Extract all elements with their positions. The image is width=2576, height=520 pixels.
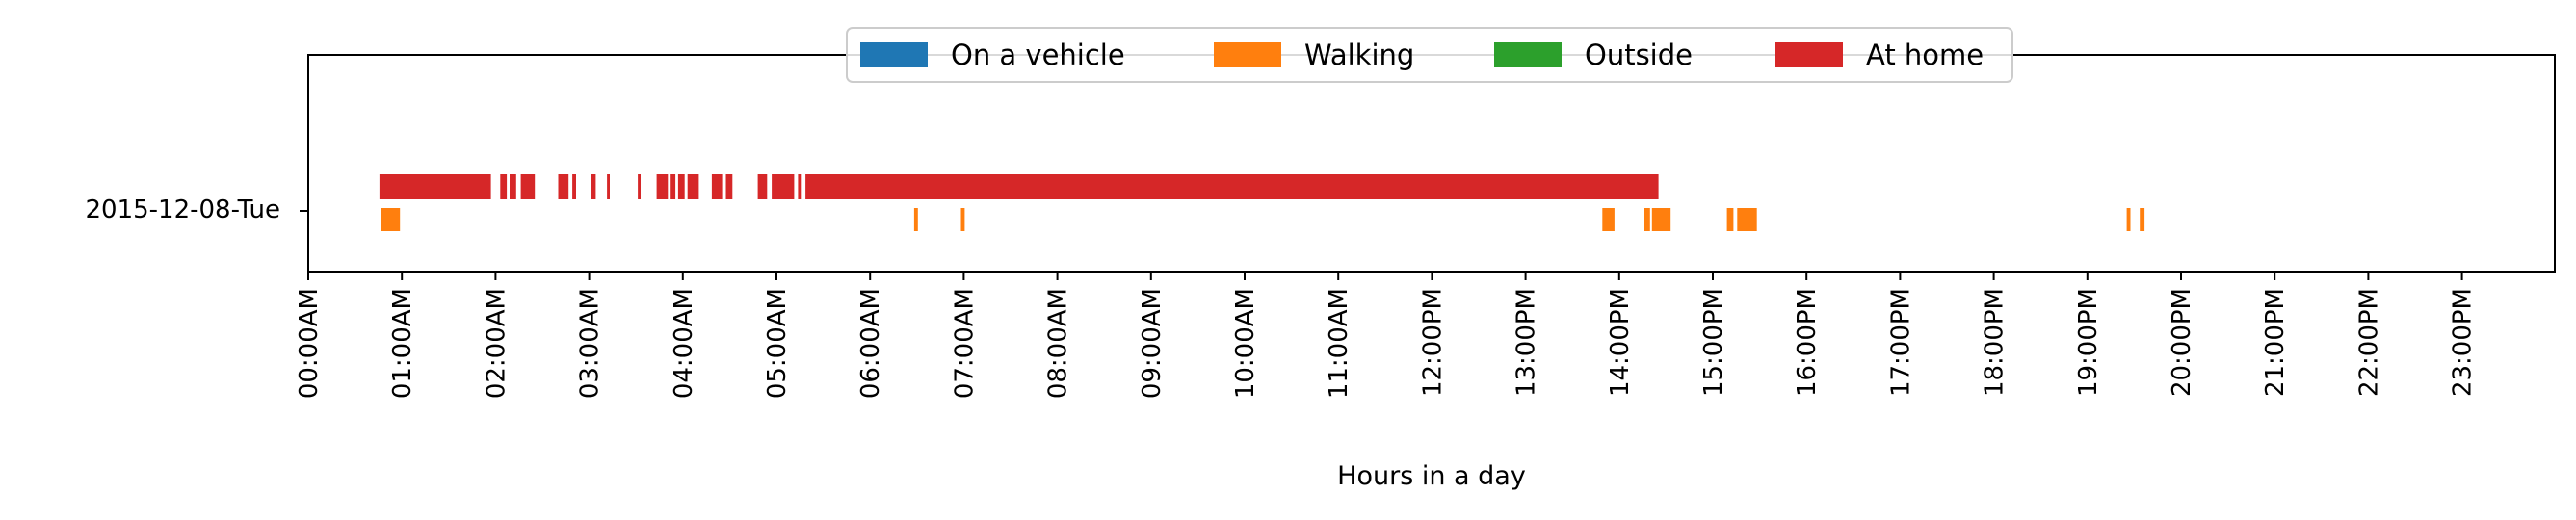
- x-tick-label: 14:00PM: [1606, 288, 1635, 397]
- at-home-segment: [725, 174, 733, 199]
- x-tick-label: 12:00PM: [1418, 288, 1447, 397]
- at-home-segment: [711, 174, 723, 199]
- legend: On a vehicle Walking Outside At home: [846, 27, 2013, 83]
- x-tick-label: 20:00PM: [2168, 288, 2196, 397]
- at-home-segment: [500, 174, 508, 199]
- legend-label-walking: Walking: [1304, 39, 1414, 71]
- at-home-segment: [591, 174, 596, 199]
- x-tick-label: 11:00AM: [1325, 288, 1354, 399]
- x-tick-label: 15:00PM: [1699, 288, 1728, 397]
- x-tick-label: 06:00AM: [856, 288, 885, 399]
- at-home-segment: [510, 174, 516, 199]
- legend-label-on-a-vehicle: On a vehicle: [951, 39, 1125, 71]
- legend-swatch-on-a-vehicle: [860, 42, 928, 67]
- legend-label-outside: Outside: [1585, 39, 1693, 71]
- legend-swatch-outside: [1494, 42, 1562, 67]
- x-tick-label: 21:00PM: [2261, 288, 2290, 397]
- walking-segment: [2126, 208, 2131, 231]
- x-tick-label: 03:00AM: [576, 288, 605, 399]
- at-home-segment: [670, 174, 676, 199]
- x-tick-label: 23:00PM: [2449, 288, 2478, 397]
- x-axis: 00:00AM 01:00AM 02:00AM 03:00AM 04:00AM 05:00…: [295, 272, 2478, 399]
- walking-segment: [1602, 208, 1615, 231]
- plot-frame: [307, 54, 2556, 273]
- at-home-segment: [656, 174, 669, 199]
- walking-segment: [2140, 208, 2145, 231]
- legend-swatch-at-home: [1775, 42, 1843, 67]
- at-home-segment: [798, 174, 802, 199]
- x-tick-label: 17:00PM: [1886, 288, 1915, 397]
- at-home-segment: [805, 174, 1659, 199]
- at-home-segment: [379, 174, 491, 199]
- legend-swatch-walking: [1214, 42, 1281, 67]
- x-tick-label: 16:00PM: [1793, 288, 1822, 397]
- walking-segment: [1726, 208, 1734, 231]
- chart-bars: [379, 174, 2145, 231]
- x-tick-label: 13:00PM: [1512, 288, 1541, 397]
- x-tick-label: 08:00AM: [1044, 288, 1073, 399]
- at-home-segment: [677, 174, 685, 199]
- at-home-segment: [757, 174, 768, 199]
- walking-segment: [1651, 208, 1671, 231]
- at-home-segment: [638, 174, 641, 199]
- x-tick-label: 00:00AM: [295, 288, 324, 399]
- x-tick-label: 10:00AM: [1231, 288, 1260, 399]
- at-home-segment: [687, 174, 699, 199]
- at-home-segment: [607, 174, 610, 199]
- at-home-segment: [772, 174, 795, 199]
- legend-label-at-home: At home: [1866, 39, 1984, 71]
- x-tick-label: 18:00PM: [1981, 288, 2010, 397]
- x-tick-label: 07:00AM: [950, 288, 979, 399]
- at-home-segment: [558, 174, 569, 199]
- walking-segment: [1737, 208, 1757, 231]
- walking-segment: [381, 208, 401, 231]
- at-home-segment: [572, 174, 576, 199]
- y-axis: 2015-12-08-Tue: [85, 195, 308, 224]
- walking-segment: [960, 208, 965, 231]
- x-axis-label: Hours in a day: [1337, 461, 1526, 491]
- x-tick-label: 05:00AM: [763, 288, 792, 399]
- x-tick-label: 19:00PM: [2074, 288, 2103, 397]
- x-tick-label: 02:00AM: [482, 288, 511, 399]
- walking-segment: [1644, 208, 1650, 231]
- at-home-segment: [520, 174, 536, 199]
- walking-segment: [913, 208, 918, 231]
- x-tick-label: 04:00AM: [670, 288, 698, 399]
- y-tick-label: 2015-12-08-Tue: [85, 195, 280, 224]
- legend-frame: [846, 27, 2013, 83]
- x-tick-label: 22:00PM: [2354, 288, 2383, 397]
- x-tick-label: 01:00AM: [388, 288, 417, 399]
- x-tick-label: 09:00AM: [1138, 288, 1167, 399]
